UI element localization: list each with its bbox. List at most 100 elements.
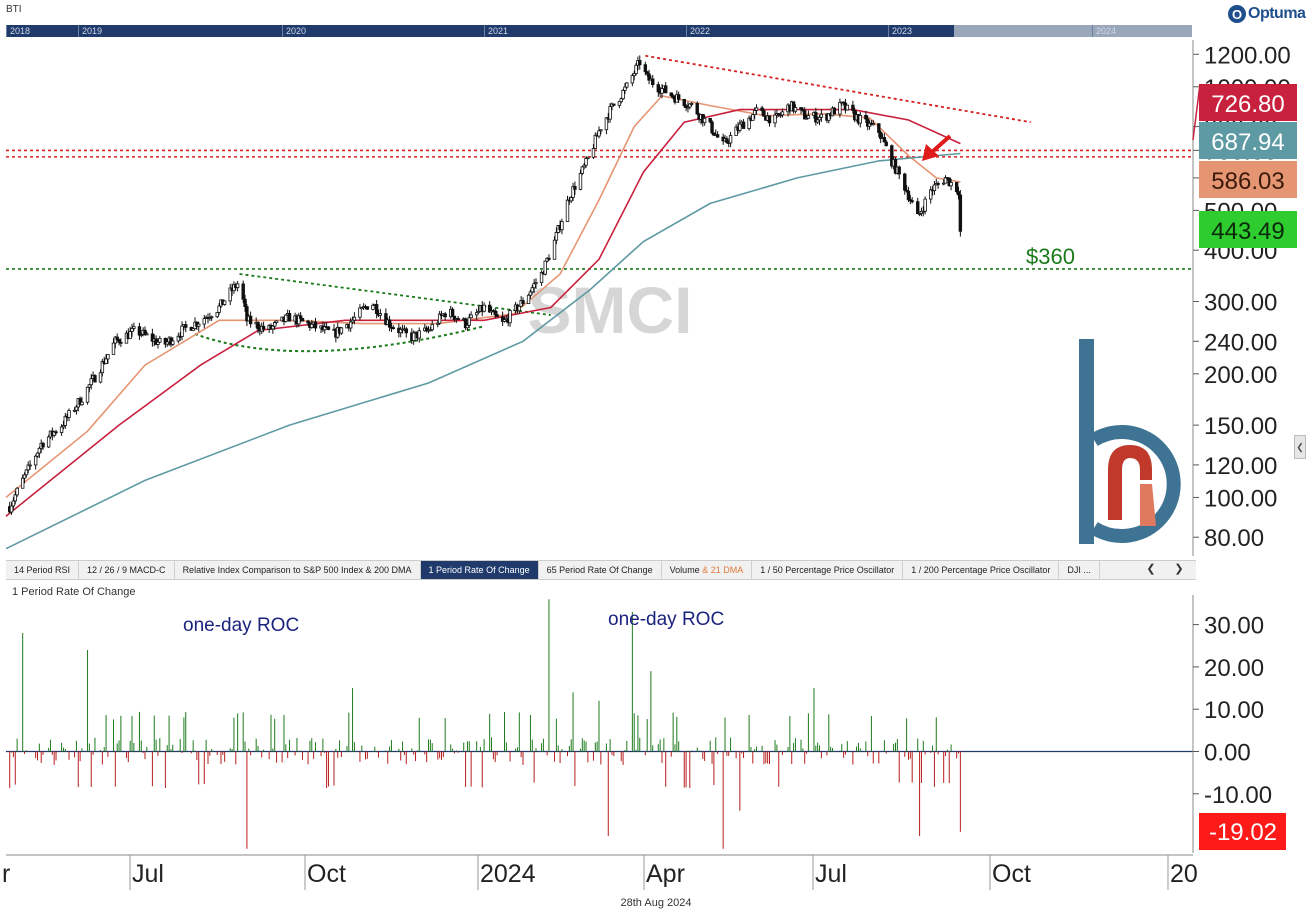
candle-body xyxy=(137,326,142,336)
candle-body xyxy=(163,337,168,345)
tab-indicator-4[interactable]: 65 Period Rate Of Change xyxy=(539,561,662,579)
candle-body xyxy=(139,334,143,336)
candle-body xyxy=(74,406,79,411)
candle-body xyxy=(87,384,92,388)
candle-body xyxy=(28,464,32,467)
indicator-tabs: 14 Period RSI 12 / 26 / 9 MACD-C Relative … xyxy=(6,560,1196,580)
candle-body xyxy=(24,469,29,476)
candle-body xyxy=(467,317,471,326)
tab-indicator-0[interactable]: 14 Period RSI xyxy=(6,561,80,579)
candle-body xyxy=(217,305,221,313)
candle-body xyxy=(936,183,940,185)
candle-body xyxy=(452,315,457,320)
candle-body xyxy=(791,101,796,112)
candle-body xyxy=(760,107,764,111)
candle-body xyxy=(378,313,383,316)
candle-body xyxy=(651,78,655,86)
candle-body xyxy=(61,425,66,428)
candle-body xyxy=(904,189,909,192)
candle-body xyxy=(313,321,318,329)
candle-body xyxy=(208,317,212,320)
tab-scroll-arrows: ❮ ❯ xyxy=(1137,560,1193,578)
tab-prev-icon[interactable]: ❮ xyxy=(1146,563,1156,575)
candle-body xyxy=(903,173,907,191)
candle-body xyxy=(443,313,447,318)
tab-indicator-2[interactable]: Relative Index Comparison to S&P 500 Ind… xyxy=(175,561,421,579)
overview-selection[interactable] xyxy=(954,25,1192,37)
red-arrow-shaft xyxy=(930,134,952,154)
candle-body xyxy=(387,319,392,328)
candle-body xyxy=(456,318,460,320)
roc-tick-label: 20.00 xyxy=(1204,655,1264,682)
candle-body xyxy=(143,329,147,335)
candle-body xyxy=(197,323,201,327)
slow-ma-tag-label: 687.94 xyxy=(1211,129,1284,156)
candle-body xyxy=(465,324,470,329)
fast-ma-tag xyxy=(1199,161,1297,198)
side-panel-handle[interactable]: ❮ xyxy=(1294,435,1306,459)
tab-indicator-7[interactable]: 1 / 200 Percentage Price Oscillator xyxy=(903,561,1060,579)
candle-body xyxy=(130,327,134,332)
tab-indicator-8[interactable]: DJI ... xyxy=(1059,561,1100,579)
candle-body xyxy=(815,119,820,123)
overview-timeline[interactable]: 2018 2019 2020 2021 2022 2023 2024 xyxy=(6,25,1192,37)
candle-body xyxy=(801,109,805,111)
tab-indicator-3[interactable]: 1 Period Rate Of Change xyxy=(420,561,539,579)
roc-chart[interactable]: 30.00 20.00 10.00 0.00 -10.00 one-day ROC one-… xyxy=(6,595,1286,853)
tab-indicator-1[interactable]: 12 / 26 / 9 MACD-C xyxy=(79,561,175,579)
mid-ma-tag xyxy=(1199,84,1297,121)
candle-body xyxy=(215,311,219,318)
candle-body xyxy=(158,337,162,343)
candle-body xyxy=(132,326,136,329)
candle-body xyxy=(954,182,959,193)
candle-body xyxy=(13,494,17,502)
candle-body xyxy=(956,191,961,196)
candle-body xyxy=(339,327,344,334)
overview-year: 2024 xyxy=(1092,25,1116,37)
tab-next-icon[interactable]: ❯ xyxy=(1174,563,1184,575)
candle-body xyxy=(450,308,455,317)
roc-tick-label: 0.00 xyxy=(1204,739,1251,766)
candle-body xyxy=(235,283,240,288)
candle-body xyxy=(37,447,42,454)
candle-body xyxy=(949,182,953,187)
candle-body xyxy=(682,99,686,107)
candle-body xyxy=(306,320,310,324)
candle-body xyxy=(539,272,544,284)
tab-indicator-6[interactable]: 1 / 50 Percentage Price Oscillator xyxy=(752,561,904,579)
candle-body xyxy=(106,354,110,360)
candle-body xyxy=(15,487,19,496)
candle-body xyxy=(476,311,481,314)
candle-body xyxy=(747,117,751,129)
candle-body xyxy=(593,134,597,149)
candle-body xyxy=(20,477,25,489)
candle-body xyxy=(180,325,184,337)
candle-body xyxy=(399,328,403,334)
candle-body xyxy=(104,358,108,365)
candle-body xyxy=(906,190,911,201)
candle-body xyxy=(9,505,14,513)
candle-body xyxy=(689,103,694,105)
candle-body xyxy=(165,341,169,345)
candle-body xyxy=(923,198,927,212)
candle-body xyxy=(897,166,901,175)
candle-body xyxy=(780,111,785,116)
candle-body xyxy=(932,184,937,191)
overview-year: 2021 xyxy=(484,25,508,37)
candle-body xyxy=(245,306,249,322)
candle-body xyxy=(310,323,314,328)
resistance-line xyxy=(645,54,1031,124)
tab-indicator-5[interactable]: Volume & 21 DMA xyxy=(662,561,753,579)
candle-body xyxy=(358,307,362,318)
price-chart[interactable]: SMCI1200.001000.00800.00700.00600.00500.… xyxy=(5,40,1297,556)
candle-body xyxy=(348,321,353,329)
price-tick-label: 200.00 xyxy=(1204,362,1277,389)
logo-text: Optuma xyxy=(1248,5,1306,22)
candle-body xyxy=(411,332,416,341)
last-price-tag-label: 443.49 xyxy=(1211,218,1284,245)
candle-body xyxy=(532,283,536,289)
candle-body xyxy=(695,103,699,115)
candle-body xyxy=(634,64,638,74)
candle-body xyxy=(300,317,305,322)
